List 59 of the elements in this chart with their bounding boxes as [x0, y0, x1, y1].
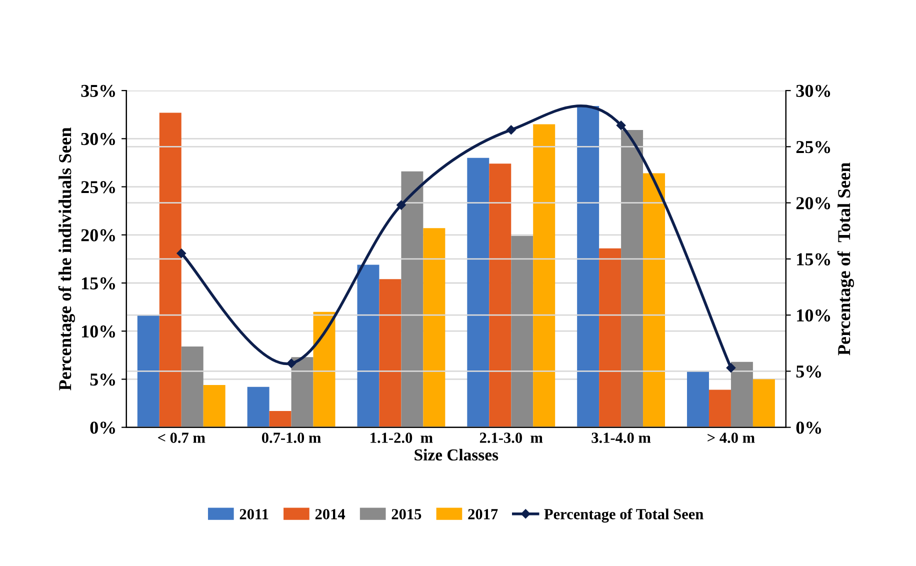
- bar: [291, 357, 314, 428]
- x-tick-label: < 0.7 m: [158, 432, 206, 444]
- x-tick-label: 2.1-3.0 m: [480, 432, 543, 444]
- legend-label: 2014: [315, 509, 346, 520]
- bar: [467, 158, 490, 428]
- bar: [357, 264, 380, 428]
- bar: [533, 124, 556, 428]
- bar: [577, 106, 600, 428]
- y2-tick-label: 5%: [796, 365, 822, 378]
- bar: [137, 314, 160, 428]
- bar: [423, 228, 446, 428]
- y2-tick-label: 20%: [796, 197, 830, 210]
- bar: [203, 384, 226, 428]
- x-tick-label: 1.1-2.0 m: [370, 432, 433, 444]
- y2-tick-label: 15%: [797, 253, 830, 266]
- y-tick-label: 10%: [82, 325, 115, 338]
- y-tick-label: 15%: [82, 277, 115, 290]
- y2-tick-label: 25%: [796, 140, 830, 154]
- legend-label: 2017: [468, 509, 498, 520]
- x-tick-label: 0.7-1.0 m: [262, 432, 321, 444]
- point: [506, 125, 516, 134]
- point: [396, 200, 406, 210]
- point: [616, 120, 626, 130]
- bar: [247, 386, 270, 428]
- y2-axis-title: Percentage of Total Seen: [837, 162, 854, 356]
- y-tick-label: 20%: [81, 229, 115, 242]
- bar: [687, 372, 709, 428]
- bar: [643, 173, 666, 428]
- x-axis-title: Size Classes: [414, 448, 498, 461]
- bar: [599, 248, 622, 428]
- point: [176, 248, 186, 258]
- bar: [730, 362, 753, 428]
- legend-label: 2011: [240, 509, 268, 520]
- y-tick-label: 30%: [81, 132, 115, 146]
- y-axis-title: Percentage of the individuals Seen: [58, 127, 76, 390]
- bar: [401, 171, 424, 428]
- x-tick-label: > 4.0 m: [708, 432, 755, 444]
- y2-tick-label: 10%: [797, 309, 830, 322]
- point: [286, 358, 296, 368]
- y-tick-label: 5%: [90, 373, 115, 386]
- y-tick-label: 0%: [90, 422, 115, 434]
- legend-label: 2015: [392, 509, 422, 520]
- bar: [489, 164, 512, 428]
- y-tick-label: 35%: [81, 84, 115, 98]
- bar: [159, 112, 182, 428]
- bar: [708, 390, 731, 428]
- bar: [379, 279, 402, 428]
- bar: [313, 312, 336, 428]
- y2-tick-label: 0%: [796, 422, 822, 434]
- bar: [269, 410, 292, 428]
- y2-tick-label: 30%: [796, 84, 830, 98]
- point: [726, 363, 736, 372]
- x-tick-label: 3.1-4.0 m: [592, 432, 651, 444]
- bar: [621, 130, 644, 428]
- bar: [752, 379, 775, 428]
- bar: [181, 346, 204, 428]
- y-tick-label: 25%: [81, 181, 115, 194]
- bar: [511, 236, 534, 428]
- legend-label: Percentage of Total Seen: [544, 508, 704, 523]
